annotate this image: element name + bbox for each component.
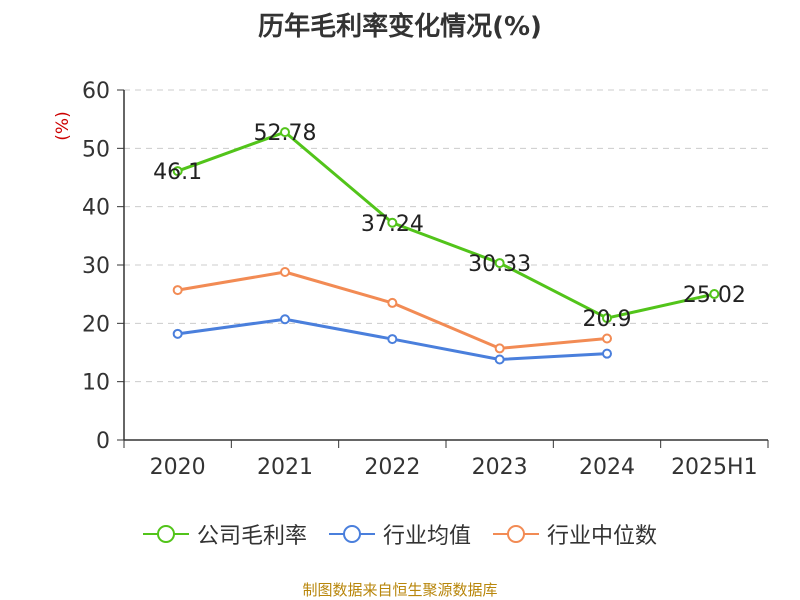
legend-label-industry-mean: 行业均值	[382, 524, 471, 549]
y-tick-label: 30	[82, 254, 110, 279]
data-label: 20.9	[583, 307, 632, 332]
data-point-2	[387, 297, 398, 308]
data-point-2	[494, 343, 505, 354]
data-point-1	[602, 348, 612, 359]
x-tick-label: 2021	[257, 455, 313, 480]
data-point-0	[280, 127, 290, 138]
y-tick-label: 50	[82, 137, 110, 162]
data-point-1	[172, 328, 183, 339]
y-tick-label: 10	[82, 371, 110, 396]
legend-item-industry-mean[interactable]: 行业均值	[328, 518, 471, 550]
x-tick-label: 2023	[472, 455, 528, 480]
chart-title: 历年毛利率变化情况(%)	[258, 12, 542, 42]
legend: 公司毛利率 行业均值 行业中位数	[0, 518, 800, 550]
data-label: 52.78	[254, 121, 317, 146]
data-point-0	[709, 289, 720, 300]
data-point-0	[172, 166, 183, 177]
data-point-2	[602, 333, 612, 344]
y-tick-label: 0	[96, 429, 110, 454]
data-point-2	[280, 267, 290, 277]
legend-label-industry-median: 行业中位数	[547, 524, 658, 549]
series-line-0	[177, 130, 715, 320]
data-point-0	[494, 258, 505, 269]
y-tick-label: 20	[82, 312, 110, 337]
legend-item-company[interactable]: 公司毛利率	[142, 518, 307, 550]
data-point-2	[172, 285, 183, 296]
data-label: 25.02	[683, 283, 746, 308]
data-label: 30.33	[468, 252, 531, 277]
x-tick-label: 2025H1	[671, 455, 758, 480]
legend-item-industry-median[interactable]: 行业中位数	[493, 518, 657, 550]
y-tick-label: 60	[82, 79, 110, 104]
x-tick-label: 2024	[579, 455, 635, 480]
x-tick-label: 2022	[364, 455, 420, 480]
legend-marker-industry-median	[493, 525, 539, 543]
y-axis-label: (%)	[53, 111, 73, 140]
legend-marker-industry-mean	[328, 525, 375, 543]
data-point-0	[602, 313, 612, 324]
x-tick-label: 2020	[150, 455, 206, 480]
data-label: 46.1	[153, 160, 202, 185]
y-tick-label: 40	[82, 196, 110, 221]
data-point-1	[387, 334, 398, 345]
data-label: 37.24	[361, 212, 424, 237]
data-point-1	[280, 314, 290, 325]
data-point-0	[387, 217, 398, 228]
legend-label-company: 公司毛利率	[196, 524, 307, 549]
legend-marker-company	[142, 525, 189, 543]
data-point-1	[494, 354, 505, 365]
source-note: 制图数据来自恒生聚源数据库	[302, 581, 498, 599]
